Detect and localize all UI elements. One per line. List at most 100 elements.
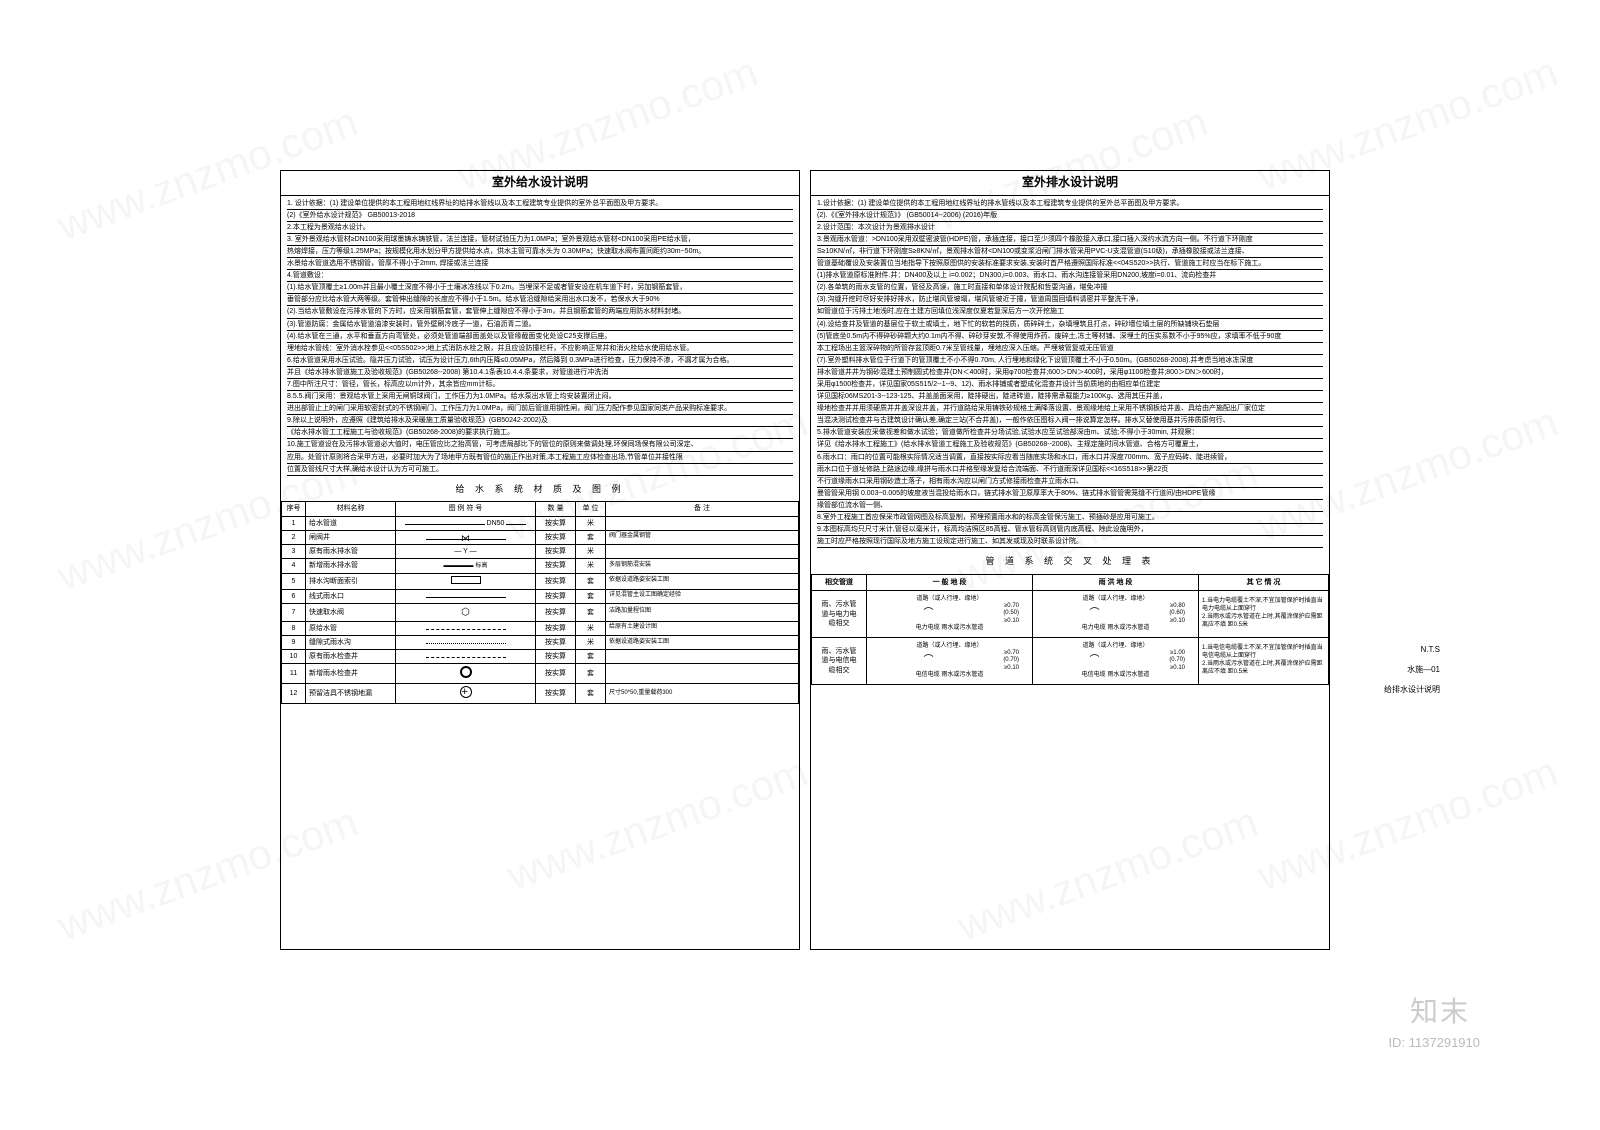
cell-seq: 8 (282, 621, 306, 635)
cell-unit: 套 (576, 573, 606, 589)
spec-line: 缘地检查井并用须硬质并井盖深设井盖，并行道路给采用铸铁砂规格土满降落设置、景观缘… (817, 403, 1323, 415)
cell-label: 雨、污水管 道与电信电 缆相交 (812, 638, 867, 685)
cell-note (606, 649, 799, 663)
cell-qty: 按实算 (536, 621, 576, 635)
materials-table: 序号材料名称图 例 符 号数 量单 位备 注 1给水管道 DN50 按实算米2闸… (281, 501, 799, 704)
spec-line: 5.排水管道安装应采做视差和做水试验；管道做所检查井分场试验,试验水应至试验部深… (817, 427, 1323, 439)
titleblock: N.T.S 水施—01 给排水设计说明 (1340, 640, 1440, 700)
cell-name: 新增雨水检查井 (306, 664, 396, 684)
spec-line: 进出部管止上的闸门采用软密封式的不锈钢闸门，工作压力为1.0MPa，阀门前后管道… (287, 403, 793, 415)
spec-line: (7).室外塑料排水管位于行道下的管顶覆土不小不得0.70m, 人行埋地和绿化下… (817, 355, 1323, 367)
cell-qty: 按实算 (536, 558, 576, 573)
right-panel: 室外排水设计说明 1.设计依据：(1) 建设单位提供的本工程用地红线界址的排水管… (810, 170, 1330, 950)
cell-name: 给水管道 (306, 516, 396, 530)
spec-line: 6.给水管道采用水压试验。隐井压力试验，试压为设计压力,6th内压降≤0.05M… (287, 355, 793, 367)
cell-seq: 4 (282, 558, 306, 573)
spec-line: 采用φ1500检查井，详见国家05S515/2--1--9、12)、雨水排铺或者… (817, 379, 1323, 391)
cell-note (606, 516, 799, 530)
spec-line: 如管道位于污排土地浅时,应在土建方回填位浅深度仅夏若复深后方一次开挖施工 (817, 306, 1323, 318)
cell-unit: 套 (576, 603, 606, 621)
cell-note: 洁路加量程位图 (606, 603, 799, 621)
table-row: 3原有雨水排水管— Y —按实算米 (282, 544, 799, 558)
spec-line: (4).设给查井及管道的基层位于软土或填土，地下忙的软若的挠质，质碎碎土，杂填埋… (817, 319, 1323, 331)
spec-line: (3).管道防腐：金属给水管道油漆安装时，管外壁刷冷底子一道，石油沥青二道。 (287, 319, 793, 331)
table-row: 12预留洁具不锈钢地漏按实算套尺寸50*50,重量载荷300 (282, 684, 799, 704)
spec-line: (1)排水管道原标准附件.井：DN400及以上 i=0.002；DN300,i=… (817, 270, 1323, 282)
cell-seq: 1 (282, 516, 306, 530)
cell-seq: 9 (282, 635, 306, 649)
cell-unit: 套 (576, 684, 606, 704)
cell-seq: 5 (282, 573, 306, 589)
spec-line: 2.本工程为景观给水设计。 (287, 222, 793, 234)
spec-line: 3.景观雨水管道：>DN100采用双壁密波管(HDPE)管，承插连接，接口至少须… (817, 234, 1323, 246)
cell-symbol (396, 589, 536, 603)
left-spec-lines: 1. 设计依据：(1) 建设单位提供的本工程用地红线界址的给排水管线以及本工程建… (281, 196, 799, 478)
table-row: 2闸阀井按实算套阀门器金属钢管 (282, 530, 799, 544)
sheet-no: 水施—01 (1340, 660, 1440, 680)
cell-name: 预留洁具不锈钢地漏 (306, 684, 396, 704)
spec-line: 排水管道井井为钢砂混建土预制圆式检查井(DN＜400时，采用φ700检查井;60… (817, 367, 1323, 379)
cell-symbol (396, 621, 536, 635)
cell-name: 原有雨水排水管 (306, 544, 396, 558)
cell-other: 1.当电信电缆覆土不深,不宜加管保护时插直当电信电缆从上面穿行 2.当雨水或污水… (1199, 638, 1329, 685)
cell-general: 道路（或人行埋、缘地）⌒≥0.70(0.70)≥0.10电信电缆 雨水或污水管道 (867, 638, 1033, 685)
cell-qty: 按实算 (536, 516, 576, 530)
cell-name: 快速取水阀 (306, 603, 396, 621)
cell-unit: 套 (576, 530, 606, 544)
spec-line: 管道基础覆设及安装置位当地指导下按照原图供的安装标准要求安装,安装时首严格遵照国… (817, 258, 1323, 270)
drawing-sheet: 室外给水设计说明 1. 设计依据：(1) 建设单位提供的本工程用地红线界址的给排… (280, 170, 1330, 950)
cell-perm: 道路（或人行埋、缘地）⌒≥0.80(0.60)≥0.10电力电缆 雨水或污水管道 (1033, 591, 1199, 638)
cell-symbol: — Y — (396, 544, 536, 558)
cell-name: 原给水管 (306, 621, 396, 635)
spec-line: 水景给水管道选用不锈钢管，管厚不得小于2mm, 焊接或法兰连接 (287, 258, 793, 270)
spec-line: 1.设计依据：(1) 建设单位提供的本工程用地红线界址的排水管线以及本工程建筑专… (817, 198, 1323, 210)
spec-line: 施工时应严格按照现行国际及地方施工设规定进行施工、如其发或现及时联系设计院。 (817, 536, 1323, 548)
cell-qty: 按实算 (536, 649, 576, 663)
table-row: 9缝隙式雨水沟按实算米依据设道路姿安装工图 (282, 635, 799, 649)
cell-perm: 道路（或人行埋、缘地）⌒≥1.00(0.70)≥0.10电信电缆 雨水或污水管道 (1033, 638, 1199, 685)
spec-line: 缘管部位流水管一侧、 (817, 500, 1323, 512)
cell-symbol (396, 530, 536, 544)
cell-qty: 按实算 (536, 530, 576, 544)
corner-watermark: 知末 (1410, 990, 1470, 1030)
table-row: 5排水沟断面索引按实算套依据设道路姿安装工图 (282, 573, 799, 589)
cell-qty: 按实算 (536, 544, 576, 558)
table-row: 6线式雨水口按实算套详见混管主设工图确定经验 (282, 589, 799, 603)
spec-line: 详见国标06MS201-3--123-125、并盖盖面采用，陡排硬出，陡进砖道，… (817, 391, 1323, 403)
cell-symbol: ▬▬▬▬▬ 标高 (396, 558, 536, 573)
cell-qty: 按实算 (536, 603, 576, 621)
cell-note: 阀门器金属钢管 (606, 530, 799, 544)
cell-name: 排水沟断面索引 (306, 573, 396, 589)
mat-header: 单 位 (576, 502, 606, 516)
cell-qty: 按实算 (536, 635, 576, 649)
cell-unit: 米 (576, 558, 606, 573)
mat-header: 序号 (282, 502, 306, 516)
cross-table: 相交管道一 般 地 段雨 洪 地 段其 它 情 况 雨、污水管 道与电力电 缆相… (811, 574, 1329, 685)
spec-line: 不行道缘雨水口采用钢砂造土落子，相有雨水沟应以闸门方式修接雨检查井立雨水口、 (817, 476, 1323, 488)
spec-line: 当混决测试检查井与古建筑设计确认差,确定三站(不合井盖)，一般作依压图标入阀一排… (817, 415, 1323, 427)
spec-line: 9.本图标高均只尺寸米计,管径以毫米计，标高均洁照区85高程、管水管标高则管内底… (817, 524, 1323, 536)
spec-line: (1).给水管顶覆土≥1.00m并且最小覆土深度不得小于土壤冰冻线以下0.2m。… (287, 282, 793, 294)
left-title: 室外给水设计说明 (281, 171, 799, 196)
cell-unit: 套 (576, 664, 606, 684)
cell-unit: 米 (576, 544, 606, 558)
cell-label: 雨、污水管 道与电力电 缆相交 (812, 591, 867, 638)
cell-name: 新增雨水排水管 (306, 558, 396, 573)
cell-unit: 套 (576, 589, 606, 603)
spec-line: 2.设计范围：本次设计为景观排水设计 (817, 222, 1323, 234)
cell-qty: 按实算 (536, 664, 576, 684)
cell-symbol: DN50 (396, 516, 536, 530)
cell-note: 多层钢筋混安装 (606, 558, 799, 573)
cell-symbol (396, 684, 536, 704)
table-row: 7快速取水阀⬡按实算套洁路加量程位图 (282, 603, 799, 621)
table-row: 雨、污水管 道与电信电 缆相交道路（或人行埋、缘地）⌒≥0.70(0.70)≥0… (812, 638, 1329, 685)
cross-header: 一 般 地 段 (867, 575, 1033, 591)
cell-name: 缝隙式雨水沟 (306, 635, 396, 649)
spec-line: 3. 室外景观给水管材≥DN100采用球墨铸水铸铁管，法兰连接，管材试验压力为1… (287, 234, 793, 246)
spec-line: (2).各单筑的雨水支管的位置，管径及高误，施工时直接和单体设计院配和哲耍沟通，… (817, 282, 1323, 294)
cell-general: 道路（或人行埋、缘地）⌒≥0.70(0.50)≥0.10电力电缆 雨水或污水管道 (867, 591, 1033, 638)
mat-header: 数 量 (536, 502, 576, 516)
cell-symbol (396, 664, 536, 684)
spec-line: (2)《室外给水设计规范》 GB50013-2018 (287, 210, 793, 222)
cell-unit: 米 (576, 516, 606, 530)
